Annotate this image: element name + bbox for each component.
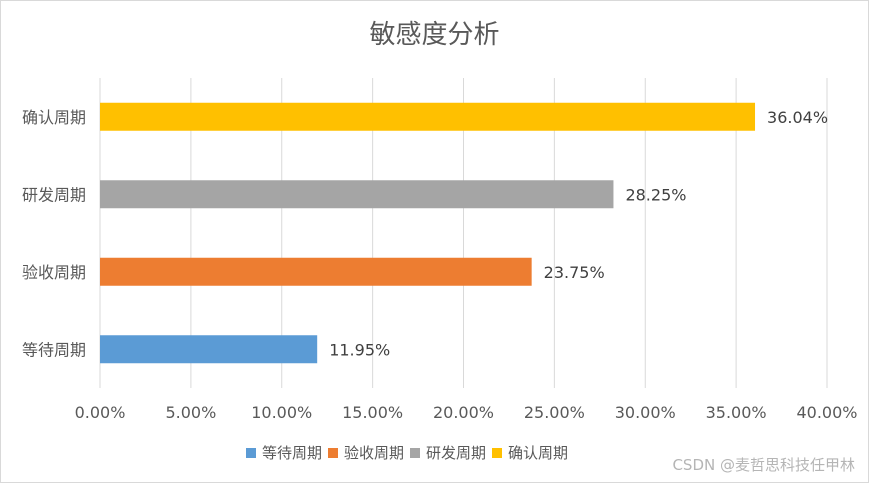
legend-label: 研发周期 [426, 444, 487, 462]
bar [100, 102, 756, 131]
x-tick-label: 15.00% [342, 403, 403, 422]
bar [100, 257, 532, 286]
x-tick-label: 35.00% [706, 403, 767, 422]
legend-item: 研发周期 [410, 442, 486, 463]
legend-label: 验收周期 [344, 444, 405, 462]
y-category-label: 确认周期 [22, 108, 86, 127]
legend-swatch [246, 447, 256, 458]
legend-label: 确认周期 [508, 444, 569, 462]
x-tick-label: 10.00% [251, 403, 312, 422]
x-tick-label: 20.00% [433, 403, 494, 422]
data-label: 28.25% [625, 185, 686, 204]
x-tick-label: 5.00% [165, 403, 216, 422]
x-tick-label: 40.00% [796, 403, 857, 422]
chart-legend: 等待周期 验收周期 研发周期 确认周期 [246, 442, 574, 463]
legend-swatch [328, 447, 339, 458]
y-category-label: 等待周期 [22, 340, 86, 359]
bar [100, 335, 318, 364]
watermark-text: CSDN @麦哲思科技任甲林 [672, 456, 855, 474]
legend-swatch [492, 447, 503, 458]
legend-label: 等待周期 [262, 444, 323, 462]
y-category-label: 验收周期 [22, 263, 86, 282]
legend-swatch [410, 447, 421, 458]
data-label: 36.04% [767, 108, 828, 127]
x-tick-label: 30.00% [615, 403, 676, 422]
legend-item: 验收周期 [328, 442, 404, 463]
x-tick-label: 25.00% [524, 403, 585, 422]
chart-title: 敏感度分析 [369, 20, 500, 50]
data-label: 11.95% [329, 340, 390, 359]
legend-item: 确认周期 [492, 442, 568, 463]
data-label: 23.75% [544, 263, 605, 282]
bar [100, 180, 614, 209]
legend-item: 等待周期 [246, 442, 322, 463]
y-category-label: 研发周期 [22, 185, 86, 204]
x-tick-label: 0.00% [75, 403, 126, 422]
